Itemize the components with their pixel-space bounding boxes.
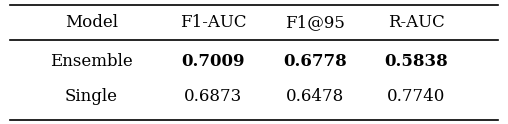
Text: 0.6778: 0.6778: [283, 53, 347, 71]
Text: 0.7740: 0.7740: [388, 88, 446, 105]
Text: 0.5838: 0.5838: [385, 53, 449, 71]
Text: 0.7009: 0.7009: [182, 53, 245, 71]
Text: 0.6478: 0.6478: [286, 88, 344, 105]
Text: F1-AUC: F1-AUC: [180, 14, 246, 31]
Text: Ensemble: Ensemble: [50, 53, 133, 71]
Text: R-AUC: R-AUC: [388, 14, 445, 31]
Text: 0.6873: 0.6873: [184, 88, 242, 105]
Text: Model: Model: [65, 14, 118, 31]
Text: Single: Single: [65, 88, 118, 105]
Text: F1@95: F1@95: [285, 14, 345, 31]
